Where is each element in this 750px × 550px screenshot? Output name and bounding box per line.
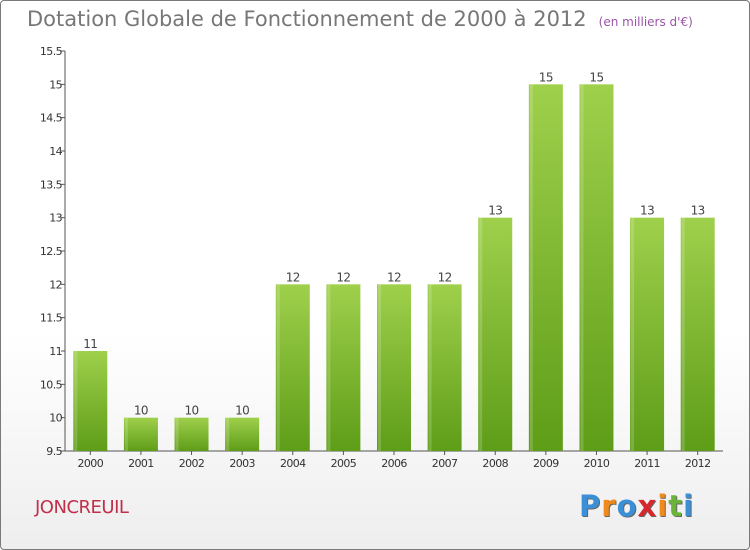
bar-highlight bbox=[175, 417, 179, 451]
chart-title: Dotation Globale de Fonctionnement de 20… bbox=[27, 7, 693, 31]
value-label-2010: 15 bbox=[589, 70, 603, 84]
y-tick-label: 13 bbox=[49, 212, 62, 225]
value-label-2007: 12 bbox=[438, 270, 452, 284]
logo-letter: r bbox=[601, 489, 617, 523]
bar-highlight bbox=[327, 284, 331, 451]
value-label-2009: 15 bbox=[539, 70, 553, 84]
bar-2010 bbox=[579, 84, 614, 451]
x-tick-label-2000: 2000 bbox=[78, 457, 104, 470]
chart-unit: (en milliers d'€) bbox=[598, 15, 693, 29]
logo-letter: x bbox=[637, 489, 658, 523]
bar-highlight bbox=[631, 217, 635, 451]
value-label-2012: 13 bbox=[691, 204, 705, 218]
value-label-2006: 12 bbox=[387, 270, 401, 284]
bar-2000 bbox=[73, 351, 108, 451]
y-tick-label: 15.5 bbox=[40, 45, 63, 58]
bar-highlight bbox=[580, 84, 584, 451]
x-tick-label-2009: 2009 bbox=[533, 457, 559, 470]
bar-2006 bbox=[377, 284, 411, 451]
y-tick-label: 15 bbox=[49, 78, 62, 91]
logo-letter: t bbox=[668, 489, 684, 523]
bar-highlight bbox=[226, 417, 230, 451]
logo-letter: i bbox=[657, 489, 669, 523]
x-tick-label-2011: 2011 bbox=[634, 457, 660, 470]
proxiti-logo: Proxiti bbox=[579, 489, 694, 523]
y-tick-label: 14.5 bbox=[40, 112, 63, 125]
value-label-2003: 10 bbox=[235, 404, 249, 418]
logo-letter: o bbox=[616, 489, 638, 523]
bar-highlight bbox=[378, 284, 381, 451]
commune-name: JONCREUIL bbox=[35, 497, 129, 518]
bar-highlight bbox=[428, 284, 432, 451]
bar-2011 bbox=[630, 217, 665, 451]
value-label-2005: 12 bbox=[336, 270, 350, 284]
x-tick-label-2010: 2010 bbox=[584, 457, 610, 470]
value-label-2000: 11 bbox=[83, 337, 97, 351]
y-tick-label: 12.5 bbox=[40, 245, 63, 258]
x-tick-label-2008: 2008 bbox=[482, 457, 508, 470]
bar-2012 bbox=[680, 217, 715, 451]
logo-letter: P bbox=[579, 489, 602, 523]
bar-2001 bbox=[123, 417, 158, 451]
chart-bars: 11 10 10 10 12 12 12 12 13 15 15 13 13 bbox=[73, 70, 715, 451]
bar-2009 bbox=[528, 84, 563, 451]
chart-title-text: Dotation Globale de Fonctionnement de 20… bbox=[27, 7, 587, 31]
x-tick-label-2005: 2005 bbox=[331, 457, 357, 470]
y-tick-label: 10 bbox=[49, 412, 62, 425]
x-tick-label-2002: 2002 bbox=[179, 457, 205, 470]
value-label-2001: 10 bbox=[134, 404, 148, 418]
y-tick-label: 14 bbox=[49, 145, 62, 158]
x-tick-label-2003: 2003 bbox=[229, 457, 255, 470]
chart-axes: 9.5 10 10.5 11 11.5 12 12.5 13 13.5 14 14.5 15 15.5 2… bbox=[40, 45, 723, 470]
bar-2005 bbox=[326, 284, 361, 451]
bar-2004 bbox=[275, 284, 310, 451]
bar-highlight bbox=[124, 417, 128, 451]
y-tick-label: 13.5 bbox=[40, 178, 63, 191]
value-label-2008: 13 bbox=[488, 204, 502, 218]
bar-highlight bbox=[479, 217, 483, 451]
bar-highlight bbox=[74, 351, 78, 451]
bar-2008 bbox=[478, 217, 513, 451]
value-label-2002: 10 bbox=[184, 404, 198, 418]
bar-highlight bbox=[681, 217, 685, 451]
y-tick-label: 11.5 bbox=[40, 312, 63, 325]
bar-2007 bbox=[427, 284, 462, 451]
y-tick-label: 10.5 bbox=[40, 378, 63, 391]
value-label-2011: 13 bbox=[640, 204, 654, 218]
bar-highlight bbox=[529, 84, 533, 451]
y-tick-label: 12 bbox=[49, 278, 62, 291]
bar-highlight bbox=[276, 284, 280, 451]
x-tick-label-2012: 2012 bbox=[685, 457, 711, 470]
logo-letter: i bbox=[683, 489, 695, 523]
value-label-2004: 12 bbox=[286, 270, 300, 284]
y-tick-label: 11 bbox=[49, 345, 62, 358]
x-tick-label-2004: 2004 bbox=[280, 457, 306, 470]
x-tick-label-2001: 2001 bbox=[128, 457, 154, 470]
y-tick-label: 9.5 bbox=[46, 445, 62, 458]
bar-2003 bbox=[225, 417, 260, 451]
x-tick-label-2006: 2006 bbox=[381, 457, 407, 470]
x-tick-label-2007: 2007 bbox=[432, 457, 458, 470]
bar-2002 bbox=[174, 417, 209, 451]
